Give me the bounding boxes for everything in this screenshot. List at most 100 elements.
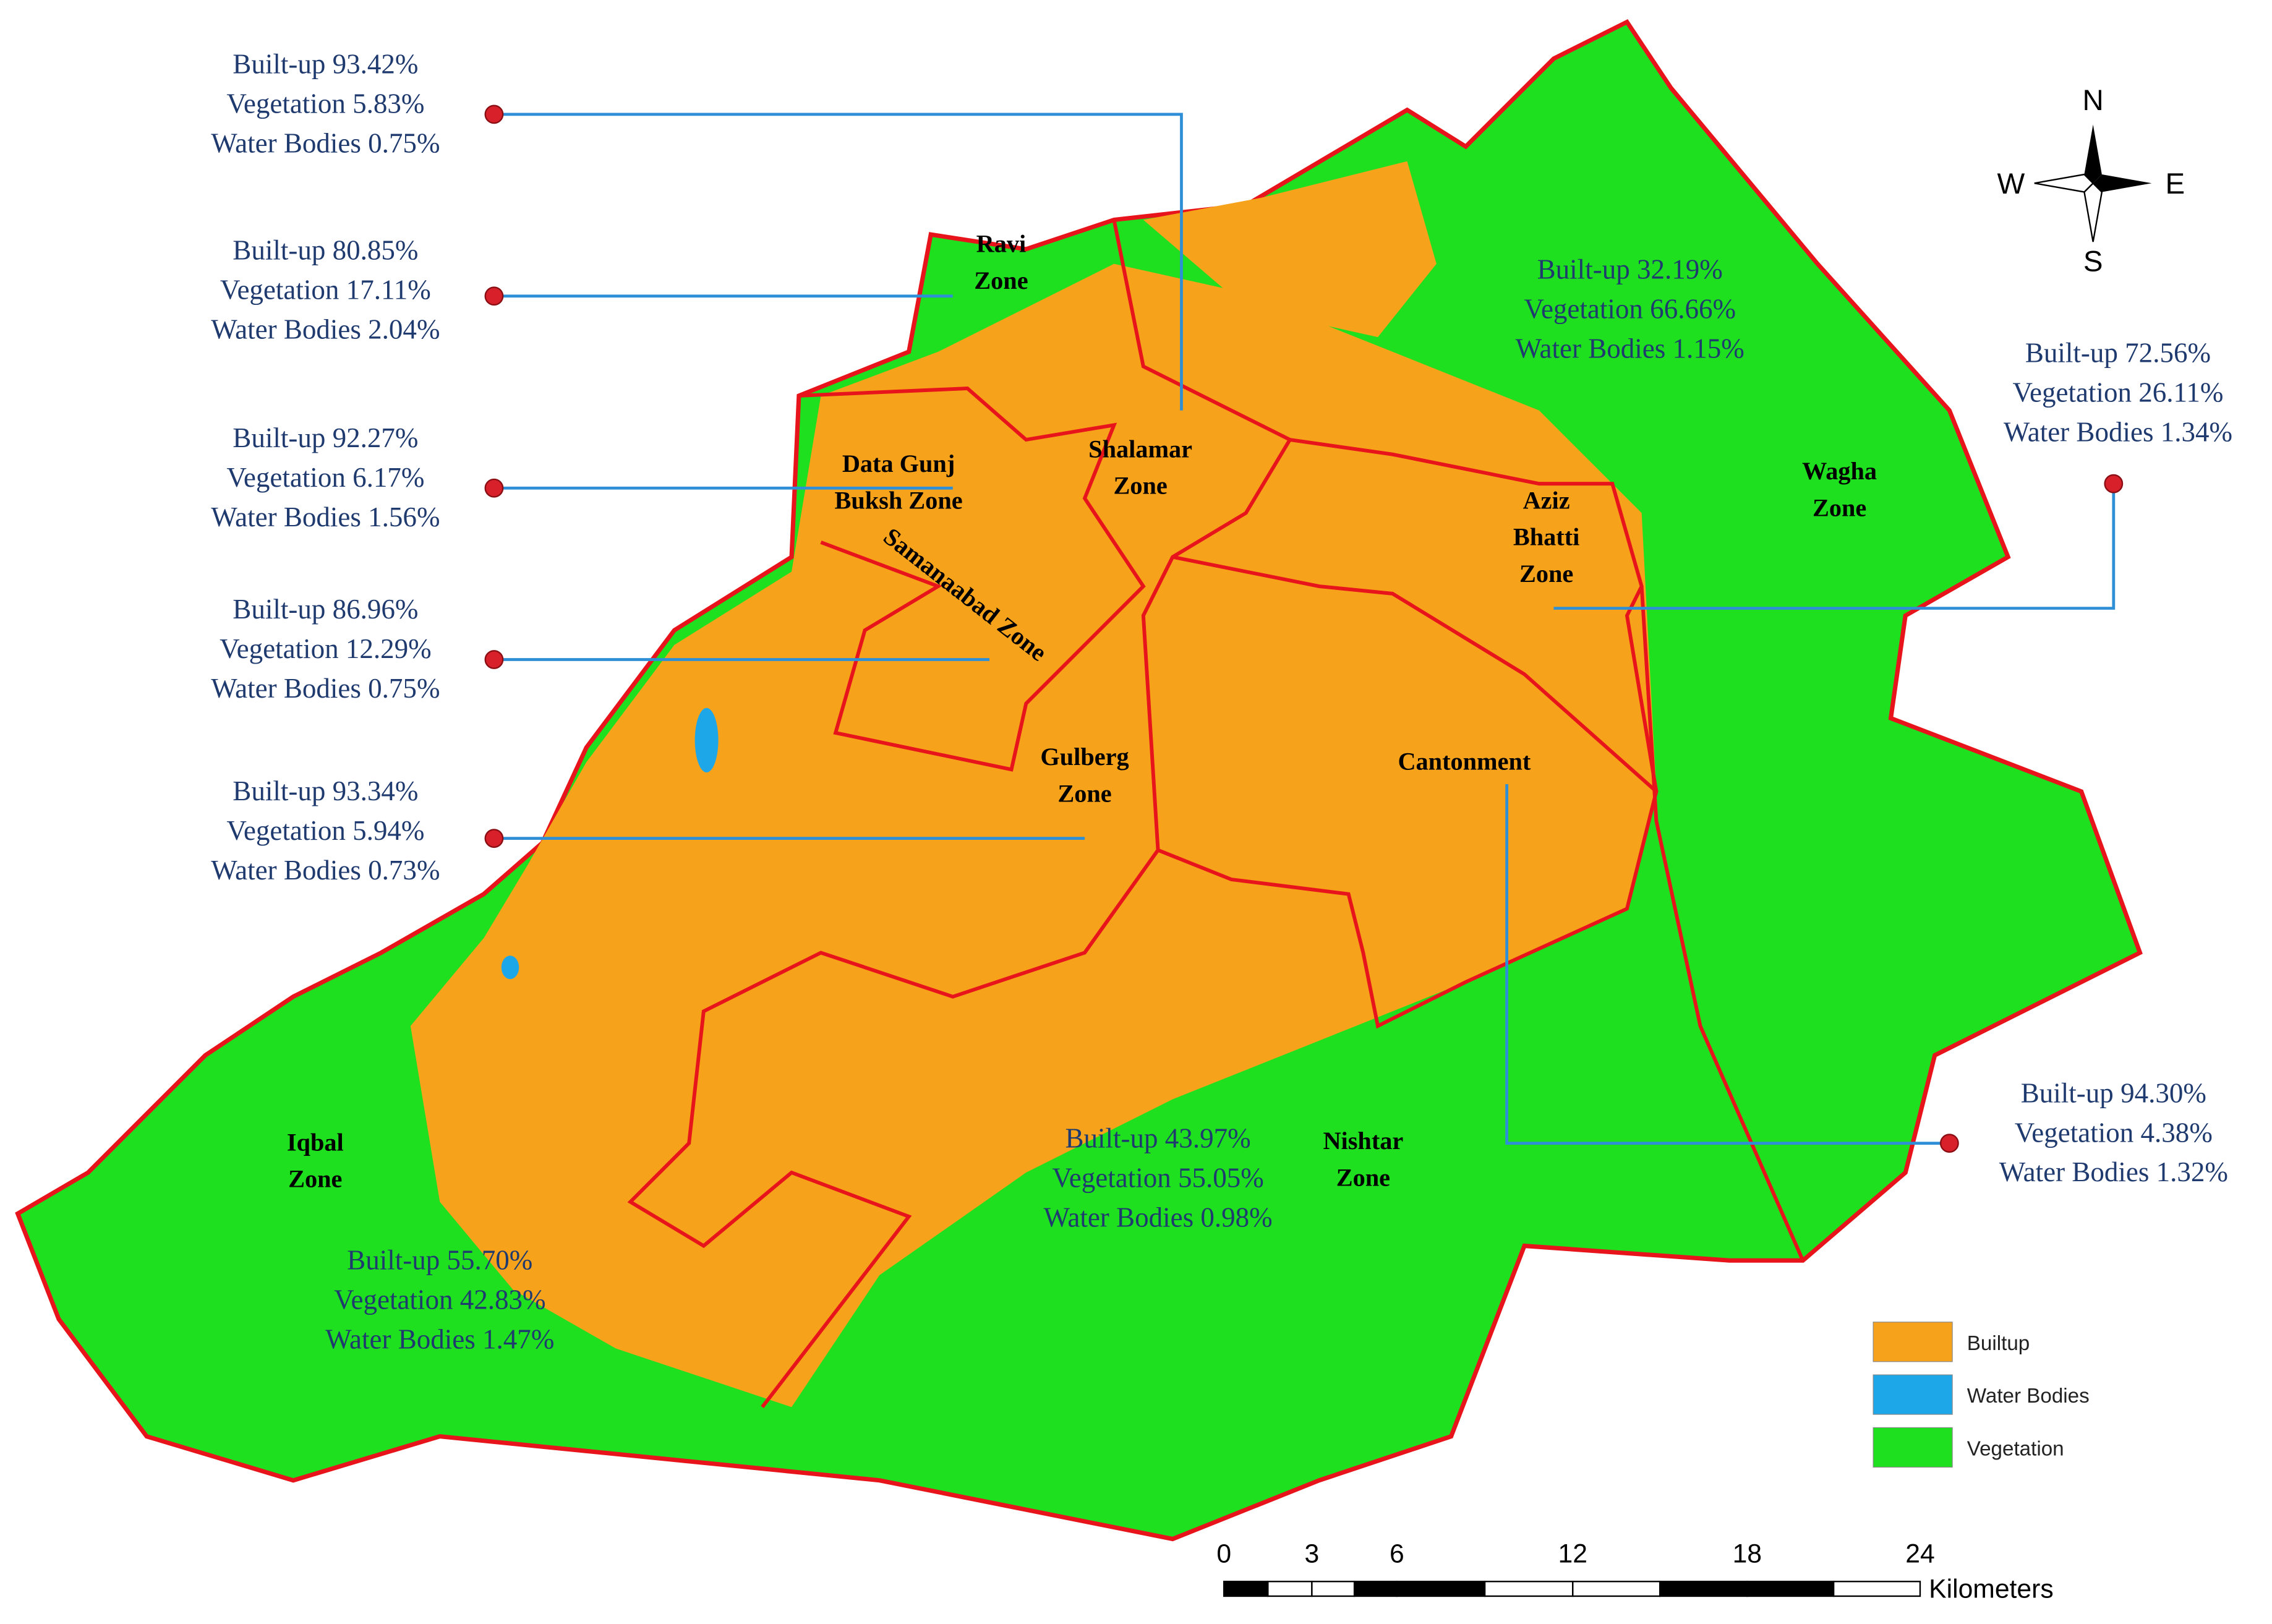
callout-text: Built-up 43.97% <box>1065 1123 1250 1154</box>
zone-label: Zone <box>1813 494 1866 521</box>
callout-text: Built-up 32.19% <box>1537 254 1723 284</box>
scale-tick-label: 18 <box>1733 1539 1762 1568</box>
compass-needle <box>2093 174 2152 192</box>
zone-boundary <box>798 387 1146 772</box>
scale-segment <box>1353 1581 1398 1597</box>
callout-text: Built-up 93.34% <box>233 776 418 806</box>
scale-segment <box>1832 1581 1921 1597</box>
zone-label: Buksh Zone <box>834 486 962 514</box>
compass-needle <box>2034 173 2095 193</box>
scale-segment <box>1484 1581 1574 1597</box>
compass: N E S W <box>1997 84 2185 278</box>
callout-text: Water Bodies 0.75% <box>211 127 440 158</box>
callout-text: Vegetation 17.11% <box>220 274 431 305</box>
builtup-area <box>410 263 1657 1408</box>
callout-text: Vegetation 12.29% <box>220 633 432 664</box>
callout-text: Built-up 93.42% <box>233 49 418 80</box>
callout-text: Water Bodies 1.32% <box>1999 1156 2228 1187</box>
leader-line <box>493 113 1183 411</box>
callout-text: Vegetation 5.83% <box>226 88 424 119</box>
legend-label: Water Bodies <box>1967 1385 2090 1408</box>
zone-label: Zone <box>1113 472 1167 500</box>
legend-label: Vegetation <box>1967 1437 2064 1460</box>
callout-text: Vegetation 5.94% <box>226 815 424 846</box>
callout-text: Water Bodies 1.34% <box>2004 416 2232 447</box>
labels: Ravi Zone Shalamar Zone Data Gunj Buksh Zone S… <box>211 49 2232 1355</box>
leader-dot <box>484 829 504 848</box>
callout-text: Vegetation 4.38% <box>2015 1117 2213 1148</box>
zone-label: Data Gunj <box>842 450 955 477</box>
callout-text: Built-up 92.27% <box>233 422 418 453</box>
callout-text: Vegetation 66.66% <box>1524 293 1736 324</box>
scale-tick-label: 12 <box>1558 1539 1587 1568</box>
scale-tick-label: 6 <box>1390 1539 1404 1568</box>
leader-dot <box>2104 474 2124 494</box>
callout-text: Vegetation 42.83% <box>334 1284 546 1315</box>
callout-text: Vegetation 26.11% <box>2012 377 2223 408</box>
scale-tick-label: 3 <box>1305 1539 1320 1568</box>
callout-text: Water Bodies 1.47% <box>325 1323 554 1354</box>
scale-segment <box>1659 1581 1748 1597</box>
callout-text: Built-up 86.96% <box>233 594 418 625</box>
compass-west: W <box>1997 168 2025 200</box>
scale-segment <box>1572 1581 1661 1597</box>
callout-text: Water Bodies 0.98% <box>1043 1202 1272 1233</box>
scale-tick-label: 24 <box>1905 1539 1934 1568</box>
zone-boundary <box>1157 555 1659 1029</box>
water-body <box>501 955 519 980</box>
scale-bar: 0 3 6 12 18 24 Kilometers <box>1216 1539 2053 1604</box>
legend-swatch <box>1873 1374 1953 1415</box>
water-body <box>694 707 719 773</box>
zone-label: Wagha <box>1802 457 1877 485</box>
callout-text: Built-up 94.30% <box>2021 1077 2206 1108</box>
zone-label: Shalamar <box>1088 435 1192 463</box>
callout-text: Built-up 80.85% <box>233 234 418 265</box>
callout-text: Built-up 55.70% <box>347 1244 532 1275</box>
zone-boundary <box>627 219 1293 1409</box>
zone-label: Ravi <box>976 230 1027 258</box>
leader-line <box>1505 784 1950 1145</box>
callout-text: Water Bodies 0.75% <box>211 673 440 704</box>
callout-text: Vegetation 6.17% <box>226 462 424 493</box>
zone-boundary <box>1289 438 1659 792</box>
legend-swatch <box>1873 1322 1953 1362</box>
zone-label: Nishtar <box>1323 1127 1403 1155</box>
callout-text: Water Bodies 1.15% <box>1516 333 1745 364</box>
legend: Builtup Water Bodies Vegetation <box>1873 1322 2090 1468</box>
land-cover <box>15 19 2143 1542</box>
zone-label: Bhatti <box>1513 523 1579 551</box>
compass-south: S <box>2083 245 2103 278</box>
zone-label: Aziz <box>1523 486 1570 514</box>
leader-dot <box>484 286 504 306</box>
scale-tick-label: 0 <box>1216 1539 1231 1568</box>
leader-dot <box>1939 1134 1959 1153</box>
zone-label: Zone <box>1519 560 1573 588</box>
legend-swatch <box>1873 1427 1953 1468</box>
builtup-area <box>1143 161 1437 338</box>
leader-dot <box>484 105 504 124</box>
compass-needle <box>2084 124 2102 184</box>
zone-label: Gulberg <box>1040 743 1129 771</box>
zone-label: Zone <box>288 1165 342 1193</box>
compass-needle <box>2083 182 2103 242</box>
zone-label: Zone <box>1336 1163 1390 1191</box>
scale-segment <box>1223 1581 1269 1597</box>
legend-label: Builtup <box>1967 1332 2030 1355</box>
zone-label: Zone <box>974 267 1028 294</box>
compass-east: E <box>2166 168 2185 200</box>
callout-text: Vegetation 55.05% <box>1052 1163 1264 1194</box>
callout-text: Water Bodies 2.04% <box>211 314 440 344</box>
zone-label: Cantonment <box>1398 747 1531 775</box>
leader-line <box>1553 484 2116 610</box>
scale-segment <box>1746 1581 1835 1597</box>
callout-text: Water Bodies 1.56% <box>211 502 440 532</box>
callout-lines <box>484 105 2124 1153</box>
zone-label: Iqbal <box>287 1128 344 1156</box>
scale-segment <box>1267 1581 1313 1597</box>
scale-unit: Kilometers <box>1929 1574 2054 1604</box>
callout-text: Built-up 72.56% <box>2025 337 2211 368</box>
scale-segment <box>1396 1581 1486 1597</box>
zone-label: Zone <box>1057 779 1111 807</box>
